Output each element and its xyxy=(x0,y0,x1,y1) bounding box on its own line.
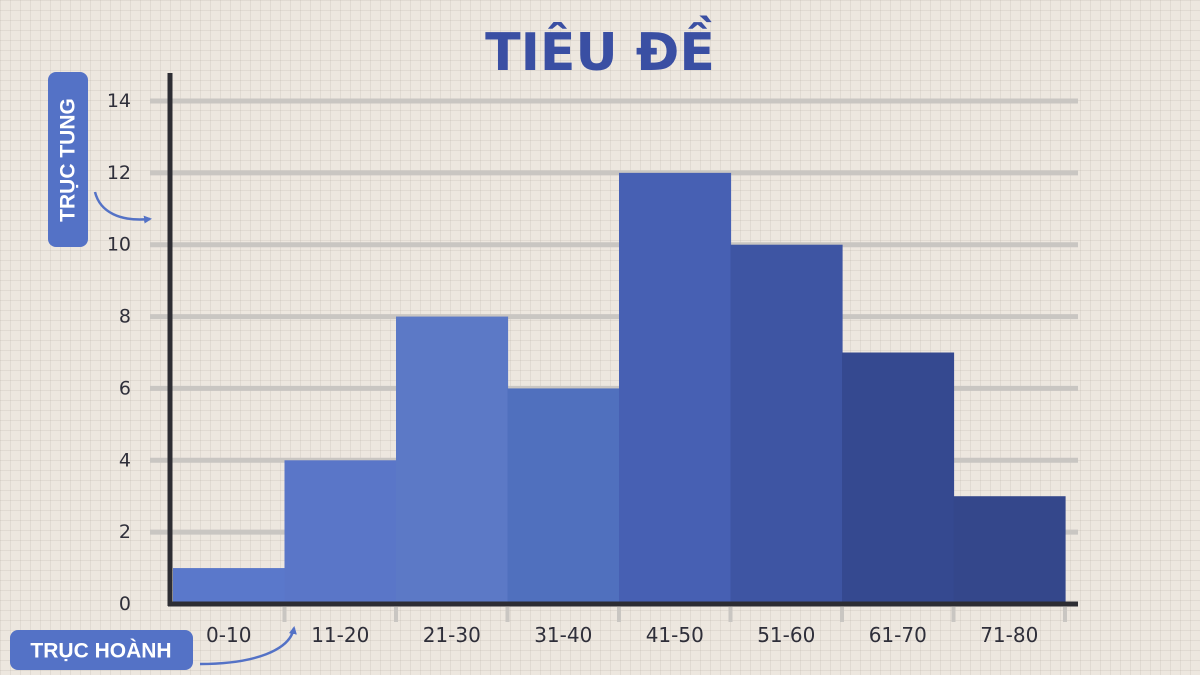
x-category-labels: 0-10 11-20 21-30 31-40 41-50 51-60 61-70 71-80 xyxy=(206,623,1038,647)
x-axis-label: TRỤC HOÀNH xyxy=(10,630,193,670)
x-tick-label: 11-20 xyxy=(311,623,369,647)
y-tick-label: 14 xyxy=(107,90,131,112)
bar xyxy=(507,388,620,604)
x-tick-label: 51-60 xyxy=(757,623,815,647)
x-axis-label-text: TRỤC HOÀNH xyxy=(30,640,171,663)
y-tick-label: 4 xyxy=(119,449,131,471)
y-axis-label-background xyxy=(48,72,88,247)
y-axis-label-arrow xyxy=(93,191,152,224)
y-tick-label: 10 xyxy=(107,234,131,256)
x-tick-label: 41-50 xyxy=(646,623,704,647)
x-tick-label: 0-10 xyxy=(206,623,251,647)
bar xyxy=(284,460,397,604)
x-axis-label-arrow xyxy=(199,626,297,666)
x-tick-marks xyxy=(282,607,1067,622)
y-axis-label: TRỤC TUNG xyxy=(48,72,88,247)
y-tick-labels: 0 2 4 6 8 10 12 14 xyxy=(107,90,131,615)
bar xyxy=(730,244,843,604)
x-tick-label: 21-30 xyxy=(423,623,481,647)
x-tick-label: 61-70 xyxy=(869,623,927,647)
bar xyxy=(396,316,509,604)
bar xyxy=(619,172,732,604)
x-axis-label-background xyxy=(10,630,193,670)
x-tick-label: 31-40 xyxy=(534,623,592,647)
y-tick-label: 6 xyxy=(119,377,131,399)
y-tick-label: 12 xyxy=(107,162,131,184)
bar xyxy=(842,352,955,604)
bar xyxy=(953,496,1066,604)
y-tick-label: 0 xyxy=(119,593,131,615)
x-tick-label: 71-80 xyxy=(980,623,1038,647)
chart-title: TIÊU ĐỀ xyxy=(485,15,715,83)
y-tick-label: 8 xyxy=(119,306,131,328)
y-axis-label-text: TRỤC TUNG xyxy=(57,98,80,222)
bars xyxy=(173,172,1066,604)
y-tick-label: 2 xyxy=(119,521,131,543)
bar xyxy=(173,568,286,604)
